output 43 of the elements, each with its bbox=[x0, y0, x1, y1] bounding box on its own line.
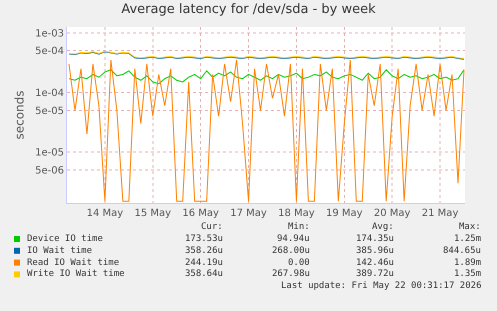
x-tick-label: 15 May bbox=[134, 208, 172, 219]
text: 1.25m bbox=[454, 234, 482, 244]
legend-label: IO Wait time bbox=[27, 246, 92, 256]
text: 174.35u bbox=[356, 234, 394, 244]
y-tick-label: 1e-05 bbox=[35, 148, 64, 159]
x-tick-label: 18 May bbox=[278, 208, 315, 219]
text: 0.00 bbox=[288, 258, 310, 268]
y-axis-title: seconds bbox=[12, 90, 26, 140]
x-tick-label: 20 May bbox=[374, 208, 411, 219]
y-tick-label: 5e-05 bbox=[35, 106, 64, 117]
legend-label: Write IO Wait time bbox=[27, 269, 125, 279]
line-series bbox=[68, 69, 464, 84]
text: Cur: bbox=[201, 222, 223, 232]
text: Last update: Fri May 22 00:31:17 2026 bbox=[281, 281, 482, 291]
x-tick-label: 17 May bbox=[230, 208, 267, 219]
line-series bbox=[68, 59, 464, 202]
text: 173.53u bbox=[185, 234, 223, 244]
text: 244.19u bbox=[185, 258, 223, 268]
y-tick-label: 1e-04 bbox=[35, 88, 64, 99]
text: Avg: bbox=[372, 222, 394, 232]
text: 844.65u bbox=[443, 246, 481, 256]
text: Min: bbox=[288, 222, 310, 232]
x-tick-label: 16 May bbox=[182, 208, 220, 219]
text: 1.89m bbox=[454, 258, 482, 268]
y-tick-label: 1e-03 bbox=[35, 28, 64, 40]
text: 267.98u bbox=[272, 269, 310, 279]
x-tick-label: 19 May bbox=[326, 208, 363, 219]
text: 94.94u bbox=[277, 234, 310, 244]
y-tick-label: 5e-06 bbox=[35, 166, 64, 177]
text: 385.96u bbox=[356, 246, 394, 256]
text: 358.26u bbox=[185, 246, 223, 256]
chart-title: Average latency for /dev/sda - by week bbox=[121, 2, 376, 18]
legend-label: Device IO time bbox=[27, 234, 103, 244]
text: 1.35m bbox=[454, 269, 482, 279]
text: 358.64u bbox=[185, 269, 223, 279]
text: Max: bbox=[459, 222, 481, 232]
y-tick-label: 5e-04 bbox=[35, 46, 64, 58]
text: 389.72u bbox=[356, 269, 394, 279]
text: 268.00u bbox=[272, 246, 310, 256]
text: 142.46u bbox=[356, 258, 394, 268]
x-tick-label: 21 May bbox=[422, 208, 458, 219]
legend-label: Read IO Wait time bbox=[27, 258, 120, 268]
x-tick-label: 14 May bbox=[86, 208, 124, 219]
